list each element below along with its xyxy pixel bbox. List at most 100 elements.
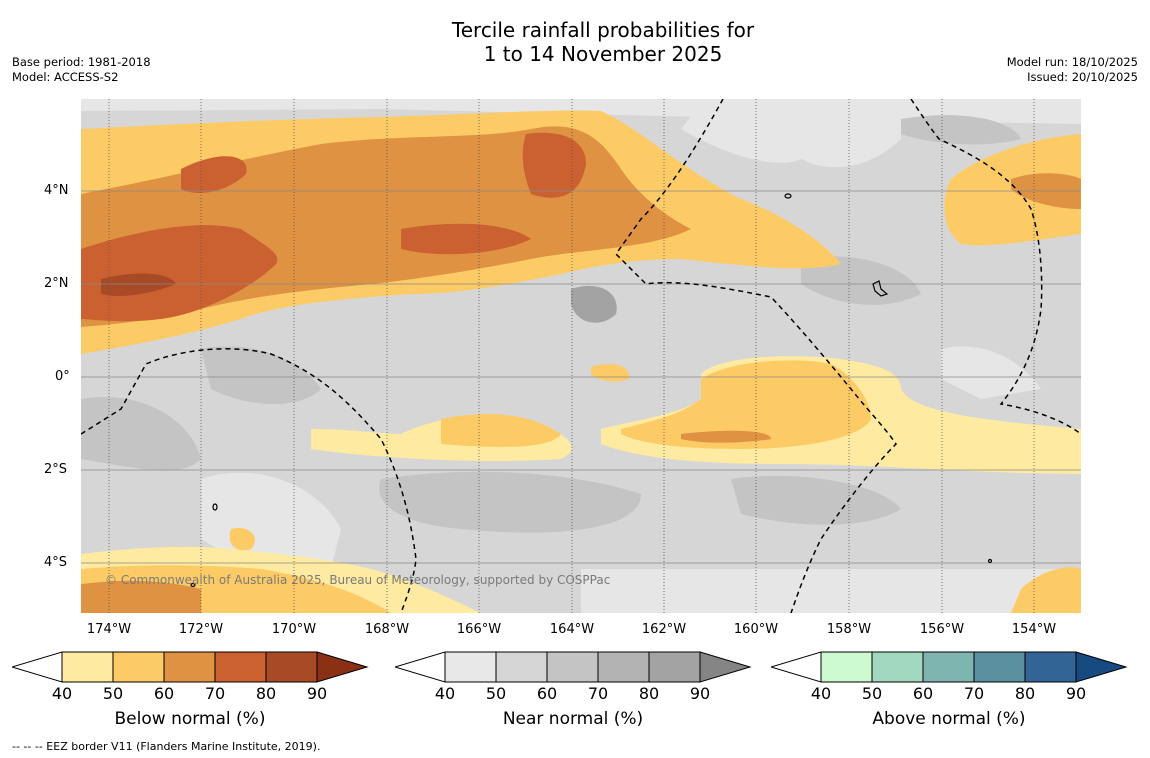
- colorbar-below-bin-40: [61, 651, 114, 683]
- model-run: Model run: 18/10/2025: [1006, 55, 1138, 69]
- colorbar-below-bin-80: [265, 651, 318, 683]
- island-d: [190, 582, 196, 588]
- region-near-60-f: [901, 115, 1021, 145]
- lon-label-164w: 164°W: [549, 622, 595, 637]
- colorbar-above-high-triangle: [1075, 651, 1128, 683]
- lat-label-4n: 4°N: [44, 183, 69, 198]
- colorbar-tick: 60: [153, 684, 175, 703]
- region-near-40-a: [681, 104, 901, 168]
- colorbar-tick: 90: [689, 684, 711, 703]
- region-below-60-s: [441, 414, 561, 447]
- model-name: Model: ACCESS-S2: [12, 70, 119, 84]
- region-near-60-c: [379, 471, 641, 533]
- colorbar-above-bin-70: [973, 651, 1026, 683]
- colorbar-tick: 70: [963, 684, 985, 703]
- region-below-80-d: [401, 223, 531, 255]
- colorbar-above-label: Above normal (%): [872, 709, 1026, 729]
- lat-label-2s: 2°S: [44, 462, 68, 477]
- region-near-60-e: [801, 256, 921, 305]
- colorbar-above: [771, 651, 1128, 683]
- colorbar-above-bin-80: [1024, 651, 1077, 683]
- region-below-80-c: [522, 132, 586, 198]
- meta-right: Model run: 18/10/2025 Issued: 20/10/2025: [1007, 55, 1138, 85]
- island-b: [872, 280, 889, 297]
- title-line-1: Tercile rainfall probabilities for: [451, 18, 755, 42]
- colorbar-tick: 50: [485, 684, 507, 703]
- colorbar-near-high-triangle: [699, 651, 752, 683]
- map-svg: [81, 99, 1081, 613]
- lat-label-2n: 2°N: [44, 276, 69, 291]
- region-below-70-sw: [81, 580, 201, 613]
- lon-label-174w: 174°W: [86, 622, 132, 637]
- probability-map: [81, 99, 1081, 613]
- copyright-credit: © Commonwealth of Australia 2025, Bureau…: [105, 573, 611, 587]
- colorbar-below-high-triangle: [316, 651, 369, 683]
- colorbar-below: [12, 651, 369, 683]
- colorbar-below-label: Below normal (%): [114, 709, 266, 729]
- colorbar-tick: 90: [1065, 684, 1087, 703]
- eez-border-west: [81, 348, 417, 613]
- colorbar-tick: 70: [587, 684, 609, 703]
- colorbar-near-low-triangle: [395, 651, 446, 683]
- region-near-80: [571, 285, 617, 323]
- lon-label-156w: 156°W: [919, 622, 965, 637]
- colorbar-tick: 40: [810, 684, 832, 703]
- colorbar-near: [395, 651, 752, 683]
- island-c: [212, 503, 218, 511]
- colorbar-above-bin-40: [820, 651, 873, 683]
- colorbar-near-label: Near normal (%): [502, 709, 644, 729]
- lon-label-170w: 170°W: [271, 622, 317, 637]
- islands: [190, 193, 993, 588]
- colorbar-near-bin-60: [546, 651, 599, 683]
- colorbar-tick: 80: [255, 684, 277, 703]
- base-period: Base period: 1981-2018: [12, 55, 151, 69]
- eez-border-east: [615, 99, 897, 613]
- region-below-60-sw-spot: [229, 528, 255, 551]
- colorbar-near-bin-50: [495, 651, 548, 683]
- issued-date: Issued: 20/10/2025: [1027, 70, 1138, 84]
- lat-label-0: 0°: [55, 369, 70, 384]
- colorbar-near-bin-40: [444, 651, 497, 683]
- region-below-80-a: [81, 225, 278, 322]
- colorbar-below-low-triangle: [12, 651, 63, 683]
- colorbar-tick: 60: [912, 684, 934, 703]
- island-e: [987, 558, 993, 564]
- region-below-60-se-corner: [1011, 567, 1081, 613]
- lon-label-168w: 168°W: [364, 622, 410, 637]
- region-near-40-c: [581, 569, 1081, 613]
- colorbar-below-bin-60: [163, 651, 216, 683]
- lon-label-166w: 166°W: [456, 622, 502, 637]
- lon-label-162w: 162°W: [641, 622, 687, 637]
- region-below-60-se: [621, 360, 871, 449]
- colorbar-tick: 40: [434, 684, 456, 703]
- lon-label-160w: 160°W: [733, 622, 779, 637]
- colorbar-tick: 80: [1014, 684, 1036, 703]
- chart-title: Tercile rainfall probabilities for 1 to …: [0, 18, 1150, 66]
- lon-label-158w: 158°W: [826, 622, 872, 637]
- region-near-40-d: [941, 346, 1041, 399]
- meta-left: Base period: 1981-2018 Model: ACCESS-S2: [12, 55, 151, 85]
- lat-label-4s: 4°S: [44, 555, 68, 570]
- lat-gridlines: [81, 190, 1081, 564]
- title-line-2: 1 to 14 November 2025: [483, 42, 723, 66]
- eez-borders: [81, 99, 1081, 613]
- colorbar-tick: 40: [51, 684, 73, 703]
- colorbar-below-bin-50: [112, 651, 165, 683]
- colorbar-tick: 90: [306, 684, 328, 703]
- colorbar-near-bin-70: [597, 651, 650, 683]
- region-near-60-b: [201, 346, 321, 404]
- region-near-60-a: [81, 397, 201, 471]
- colorbar-tick: 50: [861, 684, 883, 703]
- colorbar-tick: 80: [638, 684, 660, 703]
- colorbar-near-bin-80: [648, 651, 701, 683]
- region-near-60-d: [731, 475, 901, 525]
- colorbar-above-low-triangle: [771, 651, 822, 683]
- colorbar-above-bin-60: [922, 651, 975, 683]
- region-below-70-se: [681, 430, 771, 443]
- eez-footnote: -- -- -- EEZ border V11 (Flanders Marine…: [12, 740, 321, 753]
- colorbar-tick: 70: [204, 684, 226, 703]
- eez-border-far-east: [910, 99, 1081, 435]
- region-below-80-b: [181, 156, 247, 194]
- island-a: [784, 193, 792, 199]
- lon-label-172w: 172°W: [178, 622, 224, 637]
